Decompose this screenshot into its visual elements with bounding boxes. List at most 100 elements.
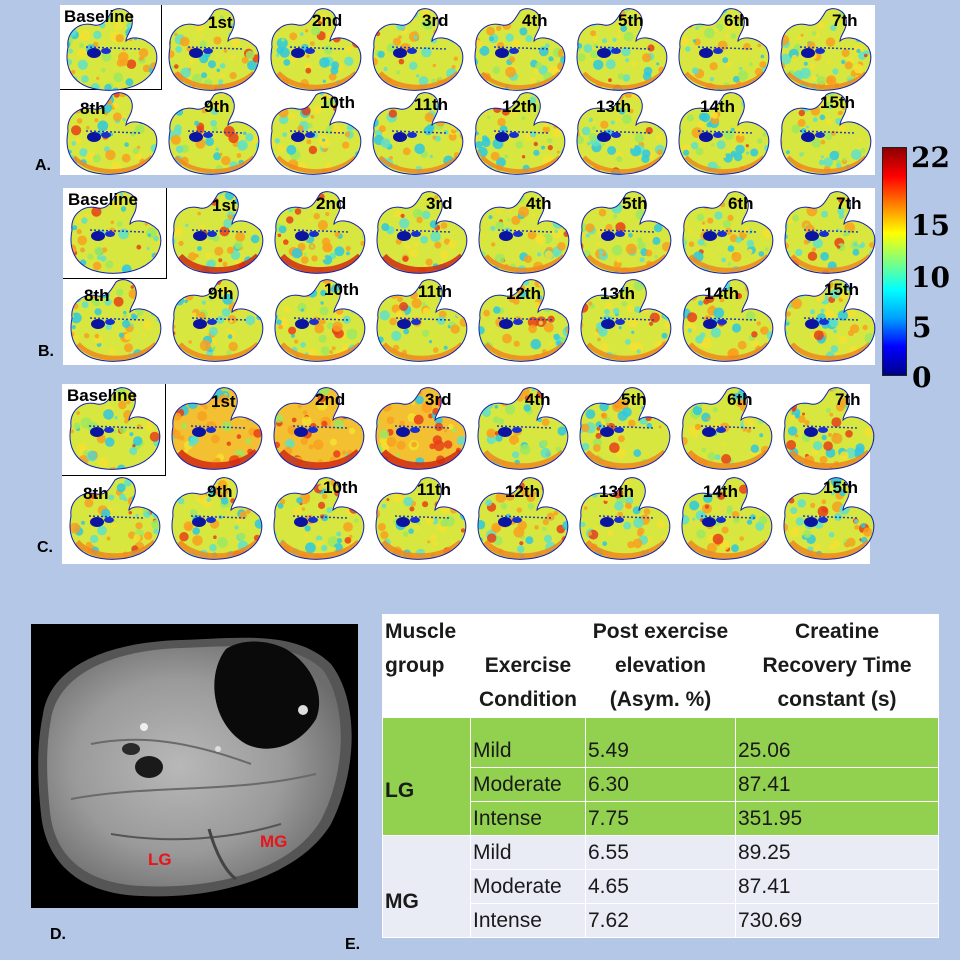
- time-label: 11th: [414, 95, 449, 114]
- panel-label-c: C.: [37, 539, 53, 556]
- time-label: 11th: [417, 480, 452, 499]
- colorbar-tick-22: 22: [911, 141, 950, 174]
- mri-label-lg: LG: [148, 850, 172, 869]
- time-label: 7th: [836, 194, 862, 213]
- time-label: Baseline: [64, 7, 134, 26]
- panel-label-a: A.: [35, 157, 51, 174]
- parametric-map-slice: [468, 91, 569, 178]
- parametric-map-slice: [777, 476, 878, 563]
- parametric-map-slice: [267, 386, 368, 473]
- header-recovery-line3: constant (s): [777, 688, 897, 711]
- cell-condition: Intense: [470, 903, 586, 938]
- parametric-map-slice: [774, 7, 875, 94]
- time-label: 10th: [323, 478, 358, 497]
- mri-label-mg: MG: [260, 832, 288, 851]
- parametric-map-slice: [162, 7, 263, 94]
- parametric-map-slice: [165, 476, 266, 563]
- header-post-exercise-line3: (Asym. %): [609, 688, 712, 711]
- cell-elevation: 7.75: [585, 801, 736, 836]
- table-row: LG Mild 5.49 25.06: [382, 717, 939, 836]
- parametric-map-slice: [468, 7, 569, 94]
- time-label: 8th: [84, 286, 110, 305]
- time-label: 15th: [820, 93, 855, 112]
- cell-tau: 87.41: [735, 767, 939, 802]
- parametric-map-slice: [370, 190, 471, 277]
- header-exercise-condition-line1: Exercise: [484, 654, 572, 677]
- parametric-map-slice: [166, 190, 267, 277]
- time-label: 3rd: [426, 194, 453, 213]
- time-label: 2nd: [316, 194, 347, 213]
- parametric-map-slice: [268, 278, 369, 365]
- parametric-map-slice: [675, 386, 776, 473]
- time-label: 12th: [506, 284, 541, 303]
- parametric-map-slice: [778, 190, 879, 277]
- table-row: Intense 7.75 351.95: [383, 801, 939, 836]
- baseline-frame-c: [62, 384, 166, 476]
- cell-elevation: 6.30: [585, 767, 736, 802]
- parametric-map-slice: [778, 278, 879, 365]
- time-label: 14th: [703, 482, 738, 501]
- header-post-exercise-line2: elevation: [614, 654, 707, 677]
- parametric-map-slice: [64, 190, 165, 277]
- parametric-map-slice: [774, 91, 875, 178]
- time-label: 6th: [728, 194, 754, 213]
- time-label: 6th: [724, 11, 750, 30]
- time-label: 8th: [80, 99, 106, 118]
- baseline-frame-b: [63, 188, 167, 279]
- parametric-map-slice: [264, 91, 365, 178]
- time-label: 3rd: [425, 390, 452, 409]
- parametric-map-slice: [471, 386, 572, 473]
- table-row: Intense 7.62 730.69: [383, 903, 939, 938]
- panel-label-d: D.: [50, 926, 66, 943]
- colorbar-tick-15: 15: [911, 209, 950, 242]
- parametric-map-slice: [268, 190, 369, 277]
- results-table: Muscle group Exercise Condition Post exe…: [382, 614, 939, 938]
- time-label: 13th: [599, 482, 634, 501]
- parametric-map-slice: [672, 7, 773, 94]
- time-label: 5th: [618, 11, 644, 30]
- time-label: 14th: [700, 97, 735, 116]
- parametric-map-slice: [675, 476, 776, 563]
- table-header-row: Muscle group Exercise Condition Post exe…: [382, 614, 939, 718]
- cell-condition: Mild: [470, 835, 586, 870]
- parametric-map-slice: [264, 7, 365, 94]
- header-exercise-condition-line2: Condition: [479, 688, 577, 711]
- header-exercise-condition: Exercise Condition: [470, 614, 586, 718]
- time-label: Baseline: [67, 386, 137, 405]
- table-row: Moderate 4.65 87.41: [383, 869, 939, 904]
- parametric-map-slice: [676, 190, 777, 277]
- parametric-map-slice: [165, 386, 266, 473]
- header-muscle-group: Muscle group: [382, 614, 471, 718]
- parametric-map-slice: [672, 91, 773, 178]
- parametric-map-slice: [366, 91, 467, 178]
- cell-elevation: 4.65: [585, 869, 736, 904]
- time-label: Baseline: [68, 190, 138, 209]
- colorbar-tick-5: 5: [912, 311, 932, 344]
- table-row: MG Mild 6.55 89.25: [382, 835, 939, 938]
- cell-condition: Intense: [470, 801, 586, 836]
- cell-elevation: 7.62: [585, 903, 736, 938]
- parametric-map-slice: [573, 386, 674, 473]
- parametric-map-slice: [471, 476, 572, 563]
- time-label: 12th: [505, 482, 540, 501]
- group-cell-mg: MG: [382, 835, 471, 938]
- parametric-map-slice: [64, 278, 165, 365]
- time-label: 3rd: [422, 11, 449, 30]
- parametric-map-slice: [472, 278, 573, 365]
- time-label: 7th: [832, 11, 858, 30]
- time-label: 6th: [727, 390, 753, 409]
- parametric-map-slice: [369, 476, 470, 563]
- time-label: 15th: [824, 280, 859, 299]
- header-recovery-time-constant: Creatine Recovery Time constant (s): [735, 614, 939, 718]
- parametric-map-slice: [366, 7, 467, 94]
- header-muscle-group-line1: Muscle: [385, 620, 457, 643]
- time-label: 2nd: [315, 390, 346, 409]
- parametric-map-slice: [676, 278, 777, 365]
- cell-tau: 89.25: [735, 835, 939, 870]
- cell-tau: 87.41: [735, 869, 939, 904]
- cell-condition: Mild: [470, 717, 586, 768]
- time-label: 11th: [418, 282, 453, 301]
- colorbar-tick-10: 10: [911, 261, 950, 294]
- panel-label-b: B.: [38, 343, 54, 360]
- time-label: 4th: [522, 11, 548, 30]
